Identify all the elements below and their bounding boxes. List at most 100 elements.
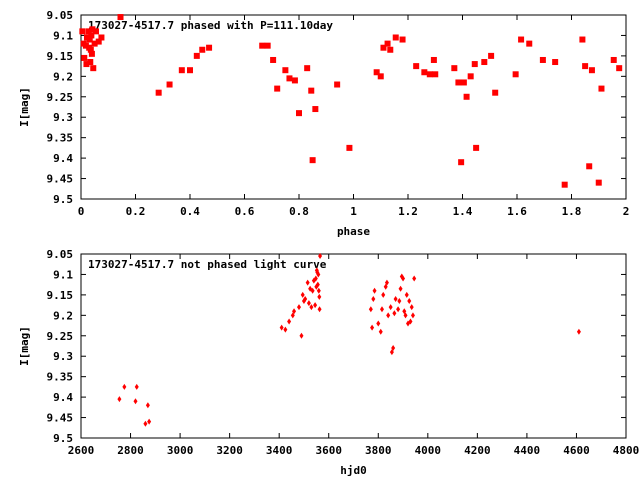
x-tick-label: 0: [78, 205, 85, 218]
data-point: [391, 345, 396, 352]
data-point: [318, 253, 323, 260]
data-point: [471, 61, 478, 68]
data-point: [346, 144, 353, 151]
data-point: [539, 56, 546, 63]
data-point: [316, 271, 321, 278]
panel-phased: 0 0.2 0.4 0.6 0.8 1 1.2 1.4 1.6 1.8 2 9.05 9.1 9.15 9.…: [18, 9, 629, 238]
y-tick-label: 9.5: [53, 432, 73, 445]
data-point: [79, 28, 86, 35]
data-point: [407, 298, 412, 305]
data-point: [455, 79, 462, 86]
x-tick-label: 1.6: [507, 205, 527, 218]
y-axis-label: I[mag]: [18, 326, 31, 366]
data-point: [432, 71, 439, 78]
data-point: [98, 34, 105, 41]
data-point: [313, 302, 318, 309]
data-point: [193, 52, 200, 59]
data-point: [595, 179, 602, 186]
data-point: [122, 383, 127, 390]
data-point: [300, 291, 305, 298]
data-point: [610, 56, 617, 63]
data-point: [86, 36, 93, 43]
data-point: [117, 396, 122, 403]
data-point: [372, 287, 377, 294]
data-point: [399, 36, 406, 43]
data-point: [398, 285, 403, 292]
y-tick-label: 9.1: [53, 29, 73, 42]
data-point: [316, 287, 321, 294]
data-point: [334, 81, 341, 88]
x-tick-label: 4800: [613, 444, 640, 457]
data-point: [598, 85, 605, 92]
y-tick-label: 9.25: [47, 91, 74, 104]
data-point: [397, 298, 402, 305]
data-point: [317, 306, 322, 313]
data-point: [83, 61, 90, 68]
chart-title: 173027-4517.7 not phased light curve: [88, 258, 327, 271]
data-point: [291, 77, 298, 84]
data-point: [88, 32, 95, 39]
data-point: [117, 14, 124, 21]
data-point: [512, 71, 519, 78]
data-point: [413, 63, 420, 70]
data-point: [381, 291, 386, 298]
data-point: [588, 67, 595, 74]
data-point: [310, 287, 315, 294]
data-point: [199, 46, 206, 53]
data-point: [392, 34, 399, 41]
panel-unphased: 2600 2800 3000 3200 3400 3600 3800 4000 4200 4400…: [18, 248, 639, 477]
data-point: [488, 52, 495, 59]
data-point: [306, 300, 311, 307]
data-point: [147, 418, 152, 425]
x-tick-label: 0.8: [289, 205, 309, 218]
data-point: [426, 71, 433, 78]
y-tick-label: 9.05: [47, 248, 74, 261]
y-tick-label: 9.5: [53, 193, 73, 206]
data-point: [467, 73, 474, 80]
data-point: [481, 59, 488, 66]
data-point: [81, 54, 88, 61]
data-point: [582, 63, 589, 70]
data-point: [88, 50, 95, 57]
data-point: [305, 279, 310, 286]
x-tick-label: 0.2: [126, 205, 146, 218]
data-point: [270, 56, 277, 63]
data-point: [296, 110, 302, 117]
x-tick-label: 2800: [117, 444, 144, 457]
data-point: [134, 383, 139, 390]
y-tick-label: 9.35: [47, 132, 74, 145]
data-point: [579, 36, 586, 43]
y-tick-label: 9.1: [53, 268, 73, 281]
data-point: [283, 326, 288, 333]
data-point: [264, 42, 271, 49]
data-point: [552, 59, 559, 66]
data-point: [282, 67, 289, 74]
data-point: [371, 295, 376, 302]
x-tick-label: 2: [623, 205, 630, 218]
data-point: [392, 310, 397, 317]
data-point: [95, 38, 102, 45]
data-point: [303, 295, 308, 302]
x-tick-label: 1: [350, 205, 357, 218]
data-point: [145, 402, 150, 409]
data-point: [576, 328, 581, 335]
y-tick-label: 9.05: [47, 9, 74, 22]
data-point: [378, 328, 383, 335]
data-point: [286, 75, 293, 82]
plot-frame: [80, 14, 627, 200]
data-point: [412, 275, 417, 282]
x-tick-label: 3600: [315, 444, 342, 457]
data-point: [279, 324, 284, 331]
data-point: [89, 26, 96, 33]
data-point: [187, 67, 193, 74]
x-tick-label: 3000: [167, 444, 194, 457]
data-point: [315, 281, 320, 288]
data-point: [377, 73, 384, 80]
data-point: [421, 69, 428, 76]
x-tick-label: 2600: [68, 444, 95, 457]
data-point: [561, 181, 568, 188]
data-point: [299, 332, 304, 339]
data-point: [460, 79, 467, 86]
data-point: [287, 318, 292, 325]
chart-title: 173027-4517.7 phased with P=111.10day: [88, 19, 333, 32]
